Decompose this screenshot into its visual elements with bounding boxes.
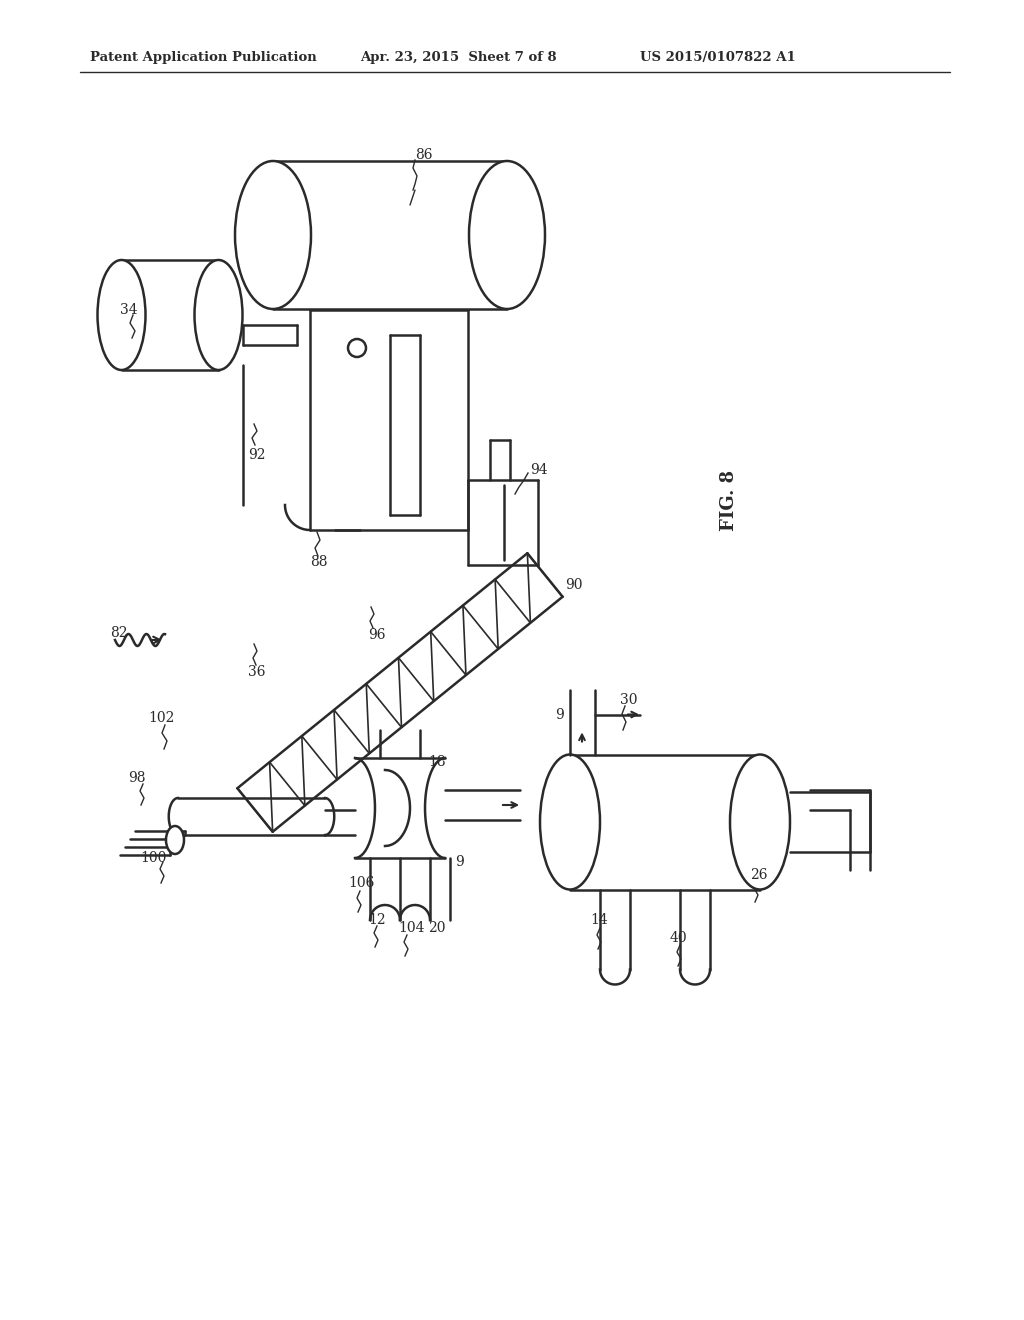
Bar [570, 755, 760, 890]
Text: 14: 14 [590, 913, 608, 927]
Text: Patent Application Publication: Patent Application Publication [90, 51, 316, 65]
Text: 34: 34 [120, 304, 137, 317]
Text: 20: 20 [428, 921, 445, 935]
Text: 98: 98 [128, 771, 145, 785]
Text: FIG. 8: FIG. 8 [720, 470, 738, 531]
Text: 100: 100 [140, 851, 166, 865]
Bar [273, 161, 507, 309]
Text: 96: 96 [368, 628, 385, 642]
Text: US 2015/0107822 A1: US 2015/0107822 A1 [640, 51, 796, 65]
Text: Apr. 23, 2015  Sheet 7 of 8: Apr. 23, 2015 Sheet 7 of 8 [360, 51, 557, 65]
Text: 26: 26 [750, 869, 768, 882]
Ellipse shape [97, 260, 145, 370]
Text: 90: 90 [565, 578, 583, 591]
Ellipse shape [166, 826, 184, 854]
Text: 36: 36 [248, 665, 265, 678]
Text: 82: 82 [110, 626, 128, 640]
Circle shape [348, 339, 366, 356]
Text: 12: 12 [368, 913, 386, 927]
Ellipse shape [540, 755, 600, 890]
Text: 88: 88 [310, 554, 328, 569]
Text: 104: 104 [398, 921, 425, 935]
Bar [122, 260, 218, 370]
Text: 9: 9 [455, 855, 464, 869]
Ellipse shape [730, 755, 790, 890]
Text: 86: 86 [415, 148, 432, 162]
Text: 18: 18 [428, 755, 445, 770]
Text: 106: 106 [348, 876, 375, 890]
Ellipse shape [195, 260, 243, 370]
Text: 102: 102 [148, 711, 174, 725]
Ellipse shape [469, 161, 545, 309]
Text: 94: 94 [530, 463, 548, 477]
Text: 9: 9 [555, 708, 564, 722]
Text: 30: 30 [620, 693, 638, 708]
Text: 40: 40 [670, 931, 688, 945]
Ellipse shape [234, 161, 311, 309]
Text: 92: 92 [248, 447, 265, 462]
